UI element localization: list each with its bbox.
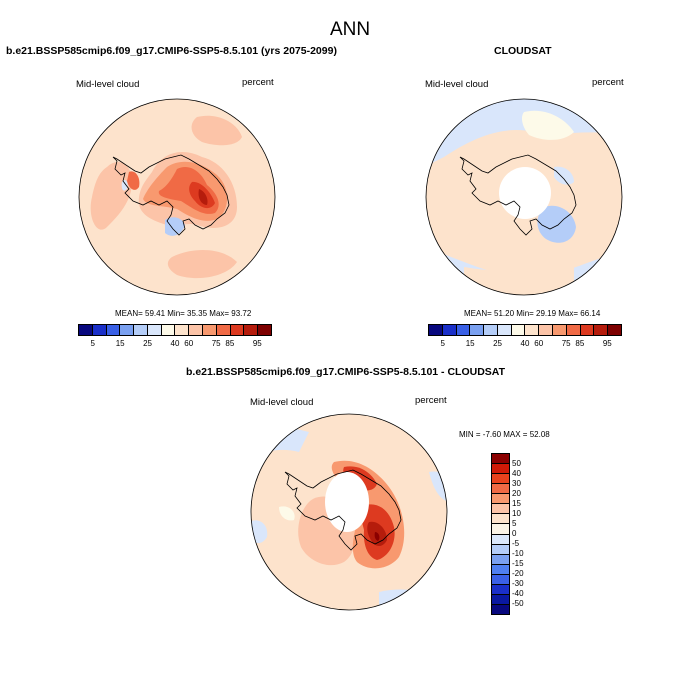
- colorbar-swatch: [497, 325, 512, 335]
- colorbar-tick-label: 5: [90, 339, 95, 348]
- colorbar-swatch: [580, 325, 595, 335]
- colorbar-swatch: [492, 464, 509, 475]
- panel-obs-field-label: Mid-level cloud: [425, 79, 489, 90]
- colorbar-swatch: [147, 325, 162, 335]
- colorbar-swatch: [492, 454, 509, 465]
- colorbar-tick-label: -20: [512, 569, 524, 578]
- colorbar-tick-label: -15: [512, 559, 524, 568]
- colorbar-swatch: [492, 564, 509, 575]
- panel-obs-units-label: percent: [592, 77, 624, 88]
- polar-map-difference: [250, 413, 448, 611]
- colorbar-swatch: [525, 325, 540, 335]
- colorbar-swatch: [92, 325, 107, 335]
- colorbar-tick-label: 95: [602, 339, 612, 348]
- colorbar-tick-label: 60: [534, 339, 544, 348]
- colorbar-swatch: [492, 584, 509, 595]
- colorbar-model: [78, 324, 272, 336]
- coastline: [112, 154, 230, 236]
- colorbar-tick-label: -10: [512, 549, 524, 558]
- colorbar-tick-label: 25: [143, 339, 153, 348]
- colorbar-tick-label: 10: [512, 509, 521, 518]
- colorbar-tick-label: 15: [115, 339, 125, 348]
- panel-obs-stats: MEAN= 51.20 Min= 29.19 Max= 66.14: [464, 309, 601, 318]
- colorbar-difference: [491, 453, 510, 615]
- colorbar-tick-label: 30: [512, 479, 521, 488]
- colorbar-tick-label: 15: [512, 499, 521, 508]
- colorbar-tick-label: 25: [493, 339, 503, 348]
- figure-title: ANN: [329, 19, 371, 40]
- colorbar-tick-label: 5: [512, 519, 517, 528]
- colorbar-swatch: [230, 325, 245, 335]
- colorbar-tick-label: 5: [440, 339, 445, 348]
- colorbar-swatch: [511, 325, 526, 335]
- panel-model-title: b.e21.BSSP585cmip6.f09_g17.CMIP6-SSP5-8.…: [6, 45, 337, 57]
- colorbar-tick-label: 75: [561, 339, 571, 348]
- colorbar-swatch: [120, 325, 135, 335]
- coastline: [284, 469, 402, 551]
- colorbar-swatch: [492, 474, 509, 485]
- colorbar-swatch: [244, 325, 259, 335]
- colorbar-swatch: [594, 325, 609, 335]
- colorbar-swatch: [492, 594, 509, 605]
- panel-model-field-label: Mid-level cloud: [76, 79, 140, 90]
- colorbar-swatch: [258, 325, 271, 335]
- colorbar-swatch: [470, 325, 485, 335]
- colorbar-tick-label: 85: [225, 339, 235, 348]
- colorbar-swatch: [492, 504, 509, 515]
- colorbar-tick-label: 50: [512, 459, 521, 468]
- colorbar-swatch: [492, 574, 509, 585]
- colorbar-obs: [428, 324, 622, 336]
- colorbar-tick-label: 95: [252, 339, 262, 348]
- colorbar-swatch: [492, 534, 509, 545]
- colorbar-swatch: [106, 325, 121, 335]
- colorbar-swatch: [492, 554, 509, 565]
- colorbar-swatch: [492, 494, 509, 505]
- colorbar-tick-label: 75: [211, 339, 221, 348]
- colorbar-swatch: [216, 325, 231, 335]
- colorbar-tick-label: 40: [512, 469, 521, 478]
- coastline: [459, 154, 577, 236]
- colorbar-swatch: [456, 325, 471, 335]
- colorbar-tick-label: 15: [465, 339, 475, 348]
- colorbar-swatch: [492, 604, 509, 614]
- colorbar-swatch: [492, 524, 509, 535]
- panel-diff-units-label: percent: [415, 395, 447, 406]
- colorbar-swatch: [134, 325, 148, 335]
- colorbar-tick-label: 85: [575, 339, 585, 348]
- colorbar-tick-label: -5: [512, 539, 520, 548]
- colorbar-swatch: [484, 325, 498, 335]
- colorbar-swatch: [175, 325, 190, 335]
- colorbar-tick-label: -30: [512, 579, 524, 588]
- colorbar-tick-label: 40: [170, 339, 180, 348]
- colorbar-swatch: [442, 325, 457, 335]
- colorbar-swatch: [79, 325, 93, 335]
- panel-model-stats: MEAN= 59.41 Min= 35.35 Max= 93.72: [115, 309, 252, 318]
- panel-diff-title: b.e21.BSSP585cmip6.f09_g17.CMIP6-SSP5-8.…: [186, 366, 506, 378]
- colorbar-swatch: [539, 325, 554, 335]
- colorbar-swatch: [492, 484, 509, 495]
- panel-obs-title: CLOUDSAT: [494, 45, 552, 57]
- panel-diff-field-label: Mid-level cloud: [250, 397, 314, 408]
- colorbar-tick-label: 20: [512, 489, 521, 498]
- colorbar-swatch: [553, 325, 567, 335]
- colorbar-swatch: [161, 325, 176, 335]
- colorbar-swatch: [203, 325, 217, 335]
- panel-model-units-label: percent: [242, 77, 274, 88]
- colorbar-swatch: [566, 325, 581, 335]
- colorbar-swatch: [429, 325, 443, 335]
- polar-map-model: [78, 98, 276, 296]
- colorbar-tick-label: 0: [512, 529, 517, 538]
- colorbar-swatch: [608, 325, 621, 335]
- colorbar-swatch: [492, 514, 509, 525]
- panel-diff-stats: MIN = -7.60 MAX = 52.08: [459, 430, 550, 439]
- colorbar-swatch: [189, 325, 204, 335]
- colorbar-tick-label: -40: [512, 589, 524, 598]
- colorbar-swatch: [492, 544, 509, 555]
- colorbar-tick-label: 60: [184, 339, 194, 348]
- polar-map-cloudsat: [425, 98, 623, 296]
- colorbar-tick-label: -50: [512, 599, 524, 608]
- colorbar-tick-label: 40: [520, 339, 530, 348]
